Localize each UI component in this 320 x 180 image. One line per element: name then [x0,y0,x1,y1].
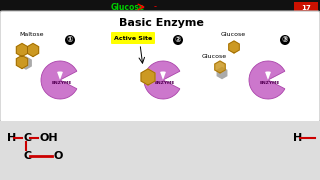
Wedge shape [265,71,271,80]
Text: ENZYME: ENZYME [260,81,280,85]
Bar [294,2,318,13]
Text: 17: 17 [301,4,311,10]
Polygon shape [217,68,227,78]
FancyBboxPatch shape [111,32,155,44]
Text: Glucose: Glucose [220,33,245,37]
Text: Active Site: Active Site [114,36,152,41]
Circle shape [280,35,290,45]
Text: H: H [293,133,302,143]
Text: C: C [23,133,31,143]
Wedge shape [144,61,180,99]
Wedge shape [249,61,285,99]
Polygon shape [141,69,155,85]
Text: H: H [7,133,16,143]
Text: C: C [23,151,31,161]
Polygon shape [16,44,28,57]
Wedge shape [160,71,166,80]
Circle shape [173,35,183,45]
Text: -: - [154,3,156,12]
Wedge shape [41,61,77,99]
FancyBboxPatch shape [0,11,320,122]
Text: Maltose: Maltose [20,33,44,37]
Text: Basic Enzyme: Basic Enzyme [119,18,204,28]
Text: ENZYME: ENZYME [155,81,175,85]
Polygon shape [229,41,239,53]
Bar [0,121,320,180]
Text: Glucose: Glucose [111,3,145,12]
Text: Glucose: Glucose [201,55,227,60]
Circle shape [65,35,75,45]
Text: ENZYME: ENZYME [52,81,72,85]
Wedge shape [57,71,63,80]
Polygon shape [16,55,28,69]
Polygon shape [21,57,31,69]
Text: ②: ② [175,35,181,44]
Text: O: O [54,151,63,161]
Polygon shape [215,61,225,73]
Polygon shape [28,44,39,57]
Text: ③: ③ [282,35,288,44]
Bar [0,0,320,14]
Text: OH: OH [39,133,58,143]
Text: ①: ① [67,35,73,44]
